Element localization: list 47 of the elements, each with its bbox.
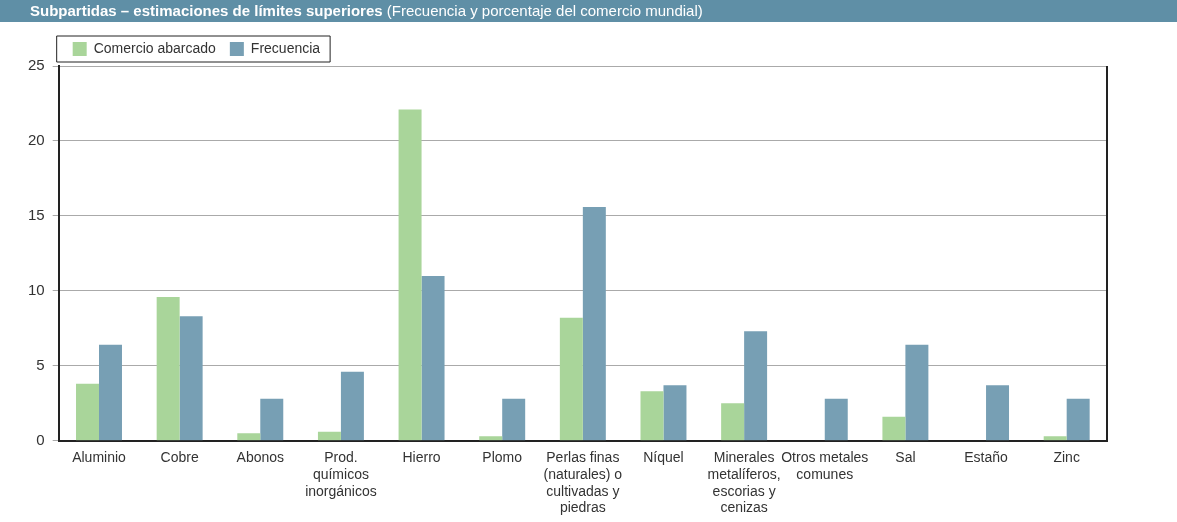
bar: [502, 398, 526, 441]
x-tick-label: Plomo: [482, 449, 523, 466]
bar: [582, 206, 606, 441]
x-tick-label: Minerales metalíferos, escorias y cenizas: [707, 449, 781, 516]
bar: [824, 398, 848, 441]
x-tick-label: Aluminio: [72, 449, 127, 466]
y-tick-label: 5: [36, 355, 45, 373]
bar: [1066, 398, 1090, 441]
bar: [986, 385, 1010, 441]
bar: [237, 433, 261, 441]
x-tick-label: Cobre: [160, 449, 199, 466]
bar: [340, 371, 364, 441]
x-tick-label: Prod. químicos inorgánicos: [305, 449, 377, 499]
x-tick-label: Sal: [895, 449, 916, 466]
bar: [99, 344, 122, 441]
bar: [1043, 436, 1067, 441]
y-tick-label: 20: [28, 131, 45, 149]
bar: [640, 391, 664, 441]
chart-title: Subpartidas – estimaciones de límites superiores: [30, 2, 383, 19]
x-tick-label: Otros metales comunes: [781, 449, 869, 482]
bar: [179, 316, 203, 441]
bar: [744, 331, 768, 441]
legend-label: Frecuencia: [250, 39, 321, 56]
bar: [421, 275, 445, 441]
bar: [479, 436, 503, 441]
x-tick-label: Perlas finas (naturales) o cultivadas y piedras: [543, 449, 623, 516]
bar: [663, 385, 687, 441]
bar: [76, 383, 99, 441]
bar: [260, 398, 284, 441]
y-tick-label: 15: [28, 206, 45, 224]
chart-subtitle: (Frecuencia y porcentaje del comercio mundial): [386, 2, 703, 19]
x-tick-label: Estaño: [964, 449, 1009, 466]
x-tick-label: Abonos: [236, 449, 285, 466]
y-tick-label: 25: [28, 56, 45, 74]
legend-label: Comercio abarcado: [93, 39, 217, 56]
bar: [721, 403, 745, 441]
bar: [156, 296, 180, 441]
bar: [905, 344, 929, 441]
x-tick-label: Zinc: [1053, 449, 1080, 466]
bar: [559, 317, 583, 441]
bar: [398, 109, 422, 441]
bar: [882, 416, 906, 441]
x-tick-label: Níquel: [643, 449, 684, 466]
x-tick-label: Hierro: [402, 449, 441, 466]
y-tick-label: 10: [28, 281, 45, 299]
y-tick-label: 0: [36, 430, 45, 448]
bar: [317, 431, 341, 441]
